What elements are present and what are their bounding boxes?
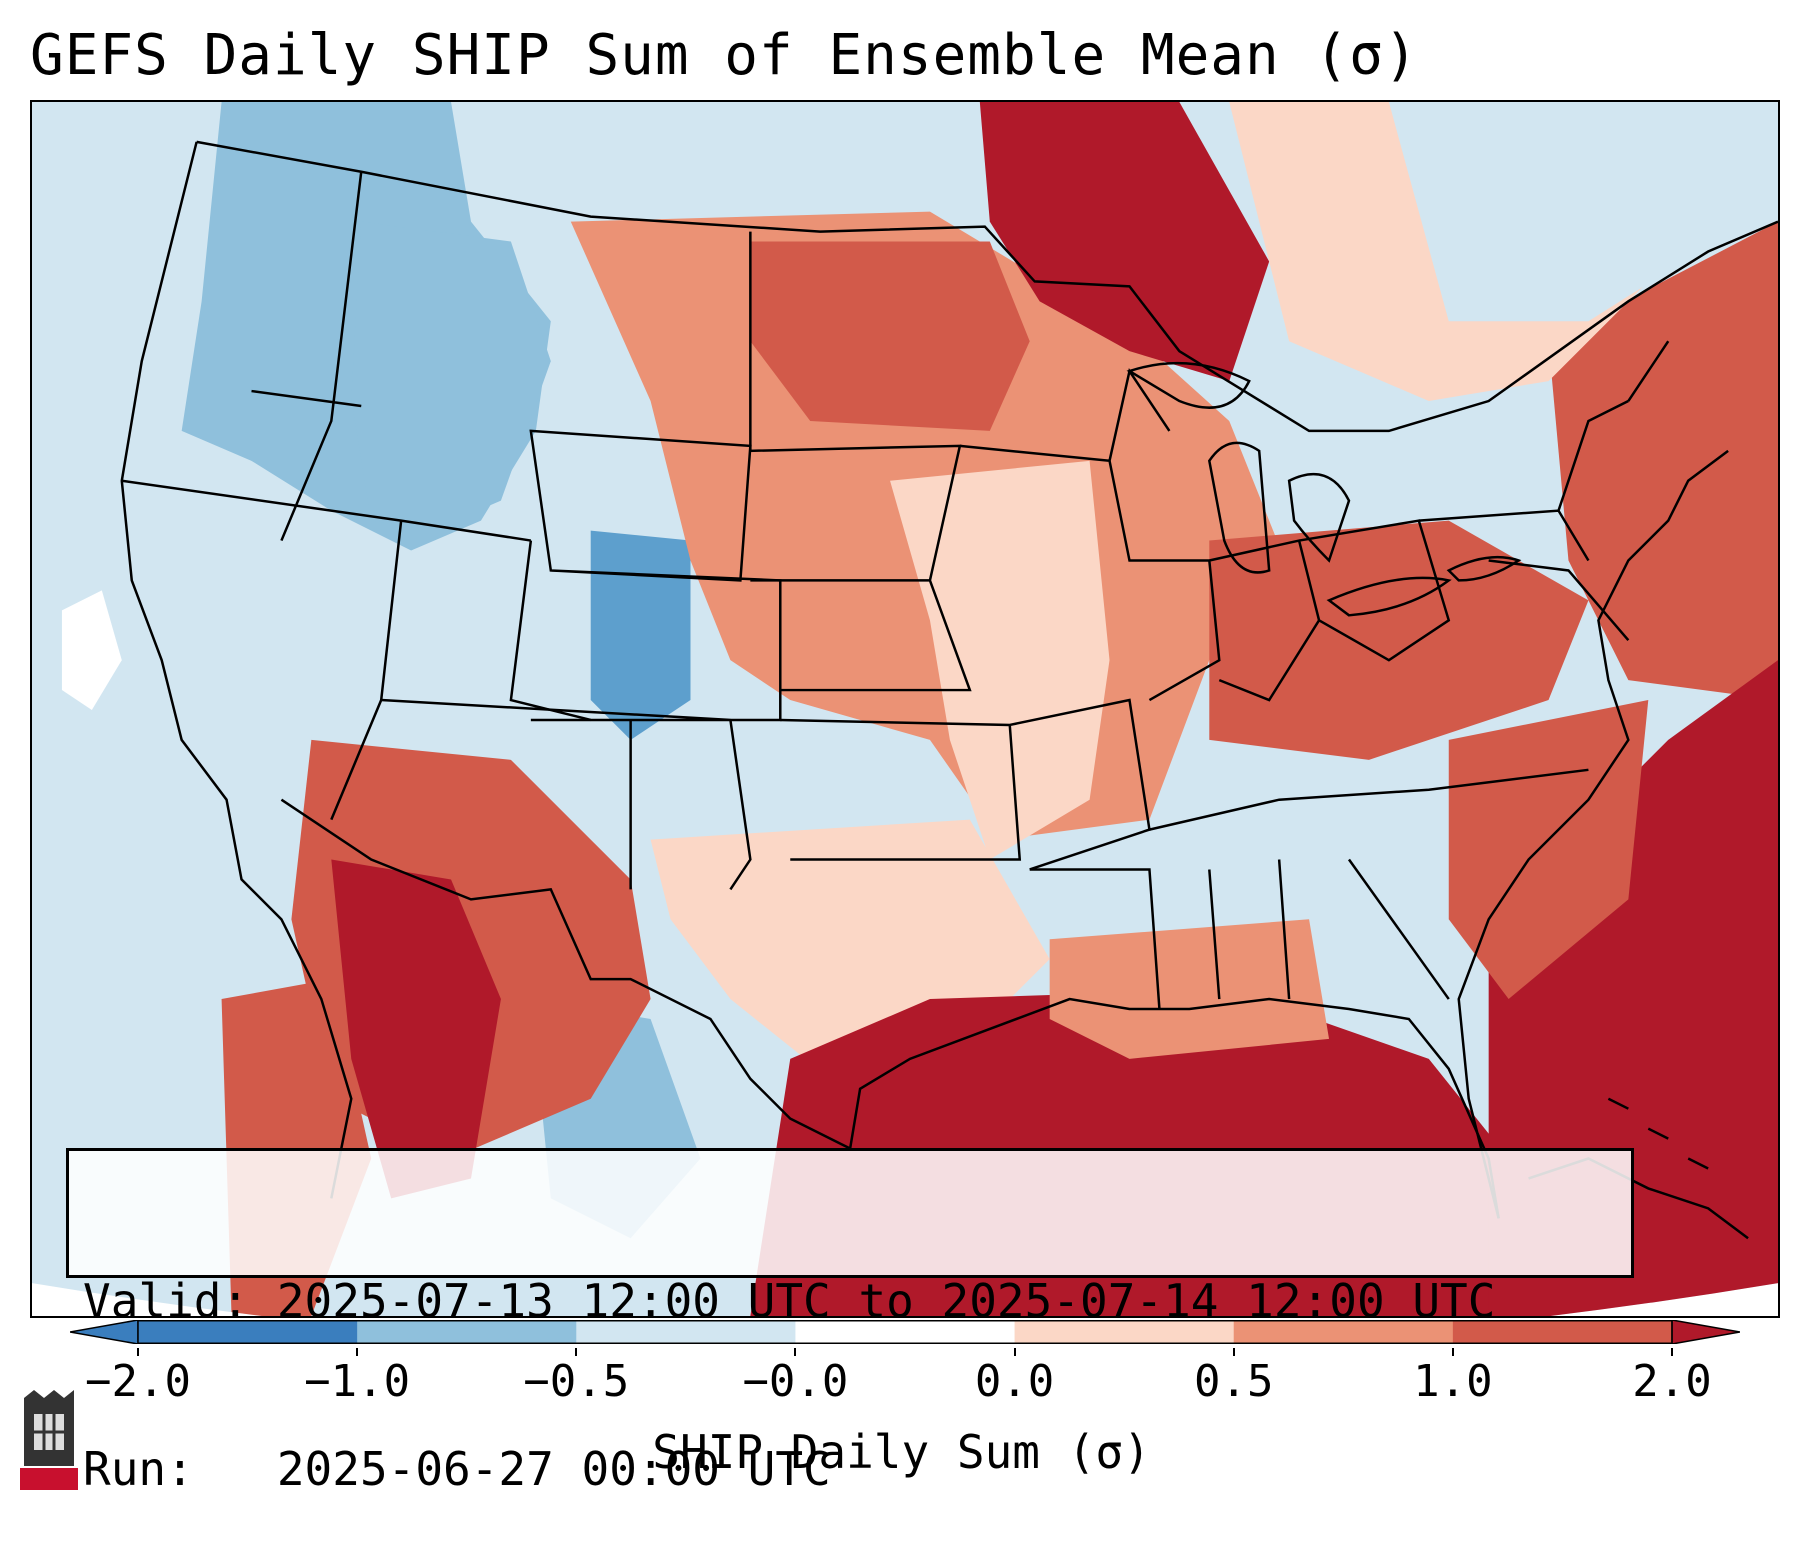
valid-run-info-box: Valid: 2025-07-13 12:00 UTC to 2025-07-1…: [66, 1148, 1634, 1496]
field-darkred-north: [979, 102, 1270, 382]
colorbar-tick-mark: [575, 1348, 578, 1356]
state-lines-northeast: [1418, 340, 1670, 642]
colorbar-tick-mark: [794, 1348, 797, 1356]
field-blue-georgia: [1329, 859, 1469, 1059]
colorbar-tick-mark: [137, 1348, 139, 1356]
colorbar-tick-label: −0.0: [742, 1356, 849, 1407]
colorbar-tick-mark: [356, 1348, 359, 1356]
field-white-pacific: [61, 590, 122, 710]
colorbar-bin: [138, 1320, 358, 1344]
field-blue-maine-canada: [1388, 102, 1778, 322]
colorbar-tick-label: −0.5: [523, 1356, 630, 1407]
colorbar-tick-label: 0.0: [974, 1356, 1055, 1407]
us-mexico-border: [280, 798, 851, 1150]
gulf-coast: [848, 997, 1500, 1219]
us-canada-border: [196, 140, 1778, 433]
colorbar-ticks: −2.0 −1.0 −0.5 −0.0 0.0 0.5 1.0 2.0: [0, 1348, 1803, 1408]
field-red-se-coast: [1448, 700, 1649, 1000]
logo-battlements: [24, 1390, 74, 1398]
colorbar-tick-label: 0.5: [1193, 1356, 1274, 1407]
borders-layer: [120, 140, 1778, 1219]
field-red-northeast: [1548, 221, 1778, 701]
map-canvas[interactable]: [32, 102, 1778, 1316]
map-panel[interactable]: [30, 100, 1780, 1318]
field-red-ohio-valley: [1209, 520, 1589, 760]
colorbar-bin: [1233, 1320, 1454, 1344]
valid-time-text: Valid: 2025-07-13 12:00 UTC to 2025-07-1…: [83, 1274, 1496, 1328]
colorbar-extend-low: [70, 1320, 139, 1344]
colorbar-tick-label: −2.0: [85, 1356, 191, 1407]
colorbar-extend-high: [1671, 1320, 1740, 1344]
field-blue-idaho: [351, 221, 551, 531]
colorbar-tick-label: 2.0: [1632, 1356, 1712, 1407]
colorbar-tick-mark: [1451, 1348, 1454, 1356]
colorbar-label: SHIP Daily Sum (σ): [652, 1425, 1151, 1479]
state-lines-rockies: [381, 429, 782, 891]
colorbar-bin: [1452, 1320, 1673, 1344]
logo-banner: [20, 1468, 78, 1490]
colorbar-tick-label: −1.0: [304, 1356, 411, 1407]
colorbar-tick-label: 1.0: [1413, 1356, 1493, 1407]
colorbar-tick-mark: [1671, 1348, 1673, 1356]
field-darkred-sonora: [331, 859, 501, 1199]
map-title: GEFS Daily SHIP Sum of Ensemble Mean (σ): [30, 23, 1419, 88]
bahamas-outline: [1607, 1097, 1709, 1170]
field-salmon-gulf-coast: [1049, 919, 1330, 1059]
run-time-text: Run: 2025-06-27 00:00 UTC: [83, 1442, 831, 1496]
colorbar-tick-mark: [1013, 1348, 1016, 1356]
colorbar-outline: [137, 1320, 1673, 1344]
state-lines-south: [1029, 768, 1589, 1010]
colorbar-bin: [576, 1320, 796, 1344]
field-red-dakotas: [750, 241, 1030, 431]
colorbar-bin: [1014, 1320, 1235, 1344]
field-pink-central: [890, 460, 1110, 860]
colorbar-bin: [357, 1320, 577, 1344]
field-blue-colorado: [590, 530, 691, 740]
colorbar-bin: [795, 1320, 1016, 1344]
niu-logo: [20, 1390, 78, 1490]
west-coast: [120, 141, 353, 1199]
colorbar-tick-mark: [1232, 1348, 1235, 1356]
east-coast: [1457, 449, 1729, 1219]
colorbar: [70, 1320, 1740, 1344]
great-lakes: [1126, 361, 1522, 617]
field-layer: [32, 102, 1778, 1316]
